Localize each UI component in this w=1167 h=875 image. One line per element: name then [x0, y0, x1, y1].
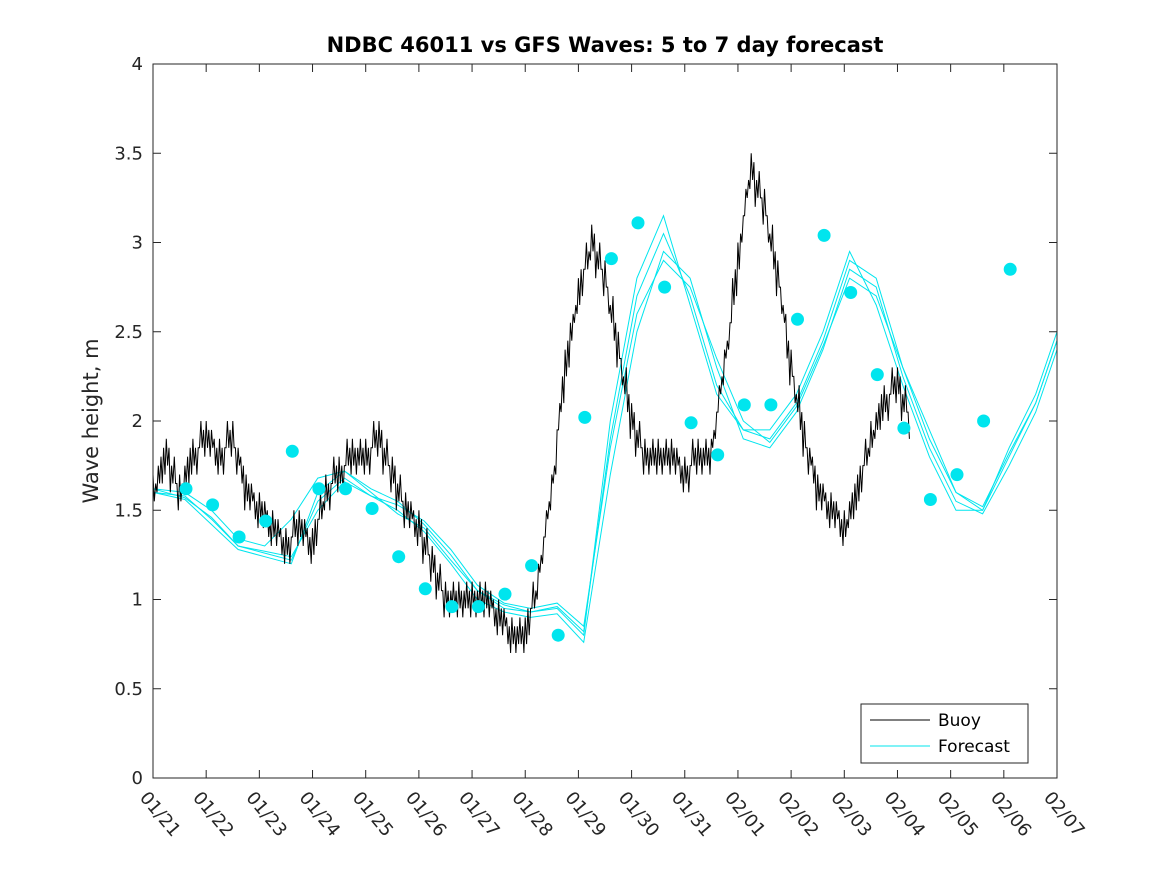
- legend-buoy-label: Buoy: [938, 711, 981, 731]
- x-tick-label: 02/06: [986, 788, 1035, 841]
- forecast-marker: [232, 530, 246, 544]
- y-tick-label: 0.5: [114, 679, 143, 700]
- forecast-marker: [179, 482, 193, 496]
- forecast-marker: [977, 414, 991, 428]
- marker-layer: [179, 216, 1017, 642]
- y-axis-label: Wave height, m: [79, 338, 103, 503]
- forecast-marker: [418, 582, 432, 596]
- x-tick-label: 02/01: [720, 788, 769, 841]
- forecast-marker: [950, 468, 964, 482]
- x-tick-label: 01/23: [242, 788, 291, 841]
- series-layer: [152, 153, 1058, 654]
- chart-title: NDBC 46011 vs GFS Waves: 5 to 7 day fore…: [327, 33, 884, 57]
- y-tick-label: 0: [132, 768, 143, 789]
- buoy-line: [152, 153, 910, 654]
- x-tick-label: 01/21: [135, 788, 184, 841]
- forecast-marker: [844, 286, 858, 299]
- forecast-marker: [206, 498, 220, 512]
- x-tick-label: 01/26: [401, 788, 450, 841]
- x-tick-label: 02/02: [773, 788, 822, 841]
- forecast-marker: [604, 252, 618, 266]
- x-tick-label: 02/03: [826, 788, 875, 841]
- forecast-marker: [897, 421, 911, 435]
- forecast-marker: [365, 502, 379, 515]
- legend-box: [860, 703, 1029, 764]
- x-tick-label: 01/30: [614, 788, 663, 841]
- y-tick-label: 1: [132, 590, 143, 611]
- y-tick-label: 3: [132, 233, 143, 254]
- forecast-marker: [711, 448, 725, 462]
- forecast-marker: [312, 482, 326, 496]
- forecast-marker: [471, 600, 485, 614]
- legend-forecast-label: Forecast: [938, 737, 1010, 757]
- x-tick-label: 01/22: [188, 788, 237, 841]
- forecast-marker: [684, 416, 698, 430]
- forecast-line-4: [152, 259, 1058, 628]
- legend: Buoy Forecast: [860, 703, 1029, 764]
- x-tick-label: 01/25: [348, 788, 397, 841]
- forecast-marker: [259, 514, 273, 528]
- forecast-marker: [764, 398, 778, 412]
- forecast-marker: [339, 482, 352, 496]
- forecast-line-1: [152, 232, 1058, 633]
- forecast-marker: [923, 493, 937, 506]
- y-tick-label: 2: [132, 411, 143, 432]
- x-tick-label: 02/07: [1039, 788, 1088, 841]
- x-tick-label: 01/27: [454, 788, 503, 841]
- forecast-marker: [870, 368, 884, 382]
- forecast-marker: [631, 216, 645, 230]
- forecast-marker: [1003, 262, 1017, 276]
- x-tick-label: 02/04: [880, 788, 929, 841]
- forecast-marker: [285, 444, 299, 458]
- forecast-line-3: [152, 214, 1058, 637]
- x-tick-label: 02/05: [933, 788, 982, 841]
- forecast-marker: [578, 410, 592, 424]
- forecast-marker: [445, 600, 459, 614]
- forecast-marker: [392, 550, 406, 564]
- y-tick-label: 4: [132, 54, 143, 75]
- x-tick-label: 01/28: [507, 788, 556, 841]
- forecast-marker: [658, 280, 672, 294]
- forecast-marker: [525, 559, 539, 573]
- plot-area: [153, 64, 1057, 778]
- y-tick-label: 1.5: [114, 500, 143, 521]
- forecast-marker: [498, 587, 512, 601]
- forecast-marker: [791, 312, 804, 326]
- y-tick-label: 2.5: [114, 322, 143, 343]
- x-tick-label: 01/31: [667, 788, 716, 841]
- forecast-marker: [551, 628, 565, 642]
- forecast-line-2: [152, 250, 1058, 644]
- x-tick-label: 01/29: [561, 788, 610, 841]
- x-tick-label: 01/24: [295, 788, 344, 841]
- forecast-marker: [817, 228, 831, 242]
- forecast-marker: [737, 398, 751, 412]
- y-tick-label: 3.5: [114, 143, 143, 164]
